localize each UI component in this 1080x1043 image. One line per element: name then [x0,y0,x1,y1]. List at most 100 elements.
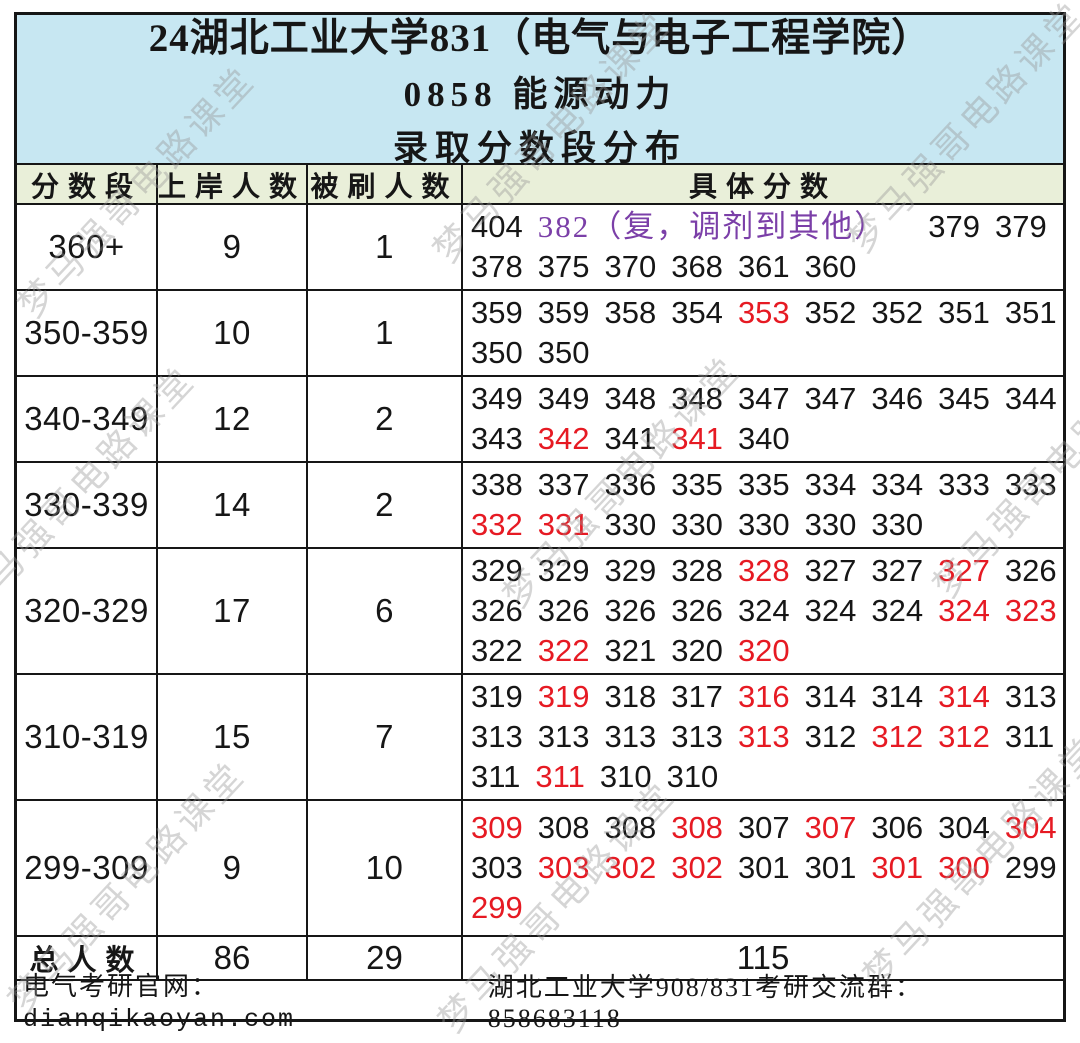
score-value: 313 [537,719,590,754]
admitted-count-cell: 9 [156,205,306,289]
admitted-count-cell: 15 [156,675,306,799]
score-range-cell: 299-309 [24,849,149,886]
score-value: 360 [804,249,857,284]
score-value: 324 [804,593,857,628]
score-value: 299 [471,890,523,925]
score-value: 322 [537,633,590,668]
score-value: 329 [604,553,657,588]
score-value: 349 [471,381,523,416]
score-value: 375 [537,249,590,284]
score-value: 299 [1004,850,1057,885]
score-value: 312 [938,719,990,754]
score-value: 308 [604,810,657,845]
score-value: 320 [737,633,790,668]
total-scores-count: 115 [461,937,1063,979]
rejected-count-cell: 1 [306,205,461,289]
footer-official-site: 电气考研官网： dianqikaoyan.com [23,966,488,1034]
rejected-count-cell: 10 [306,801,461,935]
score-line: 311 311 310 310 [471,757,1059,797]
score-value: 347 [804,381,857,416]
score-value: 330 [604,507,657,542]
score-line: 359 359 358 354 353 352 352 351 351 [471,293,1059,333]
score-value: 319 [471,679,523,714]
score-value: 314 [804,679,857,714]
score-value: 307 [737,810,790,845]
total-rejected: 29 [306,937,461,979]
score-value: 332 [471,507,523,542]
score-value: 351 [938,295,990,330]
rejected-count-cell: 2 [306,377,461,461]
score-value: 370 [604,249,657,284]
admitted-count-cell: 14 [156,463,306,547]
score-value: 334 [871,467,924,502]
score-value: 336 [604,467,657,502]
score-value: 328 [737,553,790,588]
score-value: 348 [604,381,657,416]
score-value: 326 [671,593,723,628]
score-value: 333 [1004,467,1057,502]
score-line: 313 313 313 313 313 312 312 312 311 [471,717,1059,757]
score-value: 308 [671,810,723,845]
score-value: 326 [1004,553,1057,588]
score-value: 354 [671,295,723,330]
score-range-cell: 310-319 [24,718,149,755]
score-range-cell: 340-349 [24,400,149,437]
score-value: 310 [666,759,719,794]
score-value: 347 [737,381,790,416]
admitted-count-cell: 9 [156,801,306,935]
detail-scores-cell: 309 308 308 308 307 307 306 304 304 303 303 302 302 3… [461,801,1063,935]
score-value: 301 [737,850,790,885]
score-value: 312 [804,719,857,754]
score-value: 345 [938,381,990,416]
score-value: 330 [804,507,857,542]
score-value: 359 [537,295,590,330]
score-line: 350 350 [471,333,1059,373]
score-value: 314 [871,679,924,714]
score-value: 333 [938,467,990,502]
title-line-3: 录取分数段分布 [392,129,687,168]
score-value: 358 [604,295,657,330]
score-value: 310 [599,759,652,794]
score-value: 379 [994,209,1047,244]
score-value: 304 [938,810,990,845]
column-header-score-range: 分数段 [30,172,142,203]
table-row: 360+ 9 1 404 382（复，调剂到其他） 379 379 378 375 370 368 3… [17,203,1063,289]
score-value: 361 [737,249,790,284]
admitted-count-cell: 17 [156,549,306,673]
score-value: 326 [537,593,590,628]
score-value: 324 [737,593,790,628]
score-value: 359 [471,295,523,330]
score-value: 313 [737,719,790,754]
score-rows: 360+ 9 1 404 382（复，调剂到其他） 379 379 378 375 370 368 3… [17,203,1063,935]
score-value: 338 [471,467,523,502]
score-line: 299 [471,888,1059,928]
score-value: 307 [804,810,857,845]
score-value: 302 [604,850,657,885]
score-line: 326 326 326 326 324 324 324 324 323 [471,591,1059,631]
table-row: 299-309 9 10 309 308 308 308 307 307 306 304 304 303… [17,799,1063,935]
score-value: 346 [871,381,924,416]
rejected-count-cell: 1 [306,291,461,375]
score-value: 300 [938,850,990,885]
rejected-count-cell: 7 [306,675,461,799]
score-value: 330 [671,507,723,542]
score-line: 322 322 321 320 320 [471,631,1059,671]
score-value: 337 [537,467,590,502]
score-line: 303 303 302 302 301 301 301 300 299 [471,848,1059,888]
score-value: 302 [671,850,723,885]
score-value: 351 [1004,295,1057,330]
score-value: 319 [537,679,590,714]
total-label: 总人数 [29,945,144,977]
column-header-detail-scores: 具体分数 [461,165,1063,205]
score-value: 330 [737,507,790,542]
score-value: 324 [871,593,924,628]
score-value: 311 [535,759,585,794]
score-value: 335 [671,467,723,502]
total-row: 总人数 86 29 115 [17,935,1063,979]
table-row: 350-359 10 1 359 359 358 354 353 352 352 351 351 350… [17,289,1063,375]
score-line: 404 382（复，调剂到其他） 379 379 [471,207,1059,247]
score-line: 309 308 308 308 307 307 306 304 304 [471,808,1059,848]
score-value: 313 [1004,679,1057,714]
score-value: 344 [1004,381,1057,416]
